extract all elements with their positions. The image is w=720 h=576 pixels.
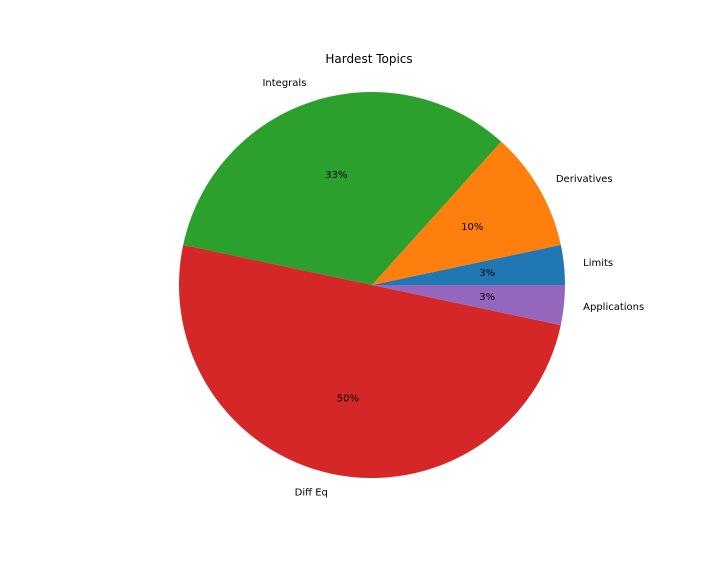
percent-label-integrals: 33% xyxy=(325,170,347,181)
pie-slices xyxy=(178,92,565,479)
slice-label-limits: Limits xyxy=(583,258,613,269)
pie-slice-diff-eq xyxy=(178,244,561,479)
percent-label-applications: 3% xyxy=(479,292,495,303)
slice-label-applications: Applications xyxy=(583,302,644,313)
percent-label-diff-eq: 50% xyxy=(337,393,359,404)
pie-slice-limits xyxy=(372,244,565,285)
slice-label-diff-eq: Diff Eq xyxy=(295,488,328,499)
pie-slice-applications xyxy=(372,285,565,326)
percent-label-limits: 3% xyxy=(479,268,495,279)
slice-label-derivatives: Derivatives xyxy=(556,174,613,185)
pie-slice-derivatives xyxy=(372,141,561,285)
slice-label-integrals: Integrals xyxy=(262,78,306,89)
chart-title: Hardest Topics xyxy=(325,52,412,66)
pie-labels: Limits 3% Derivatives 10% Integrals 33% Diff E… xyxy=(262,78,644,499)
percent-label-derivatives: 10% xyxy=(461,222,483,233)
pie-slice-integrals xyxy=(183,92,502,285)
